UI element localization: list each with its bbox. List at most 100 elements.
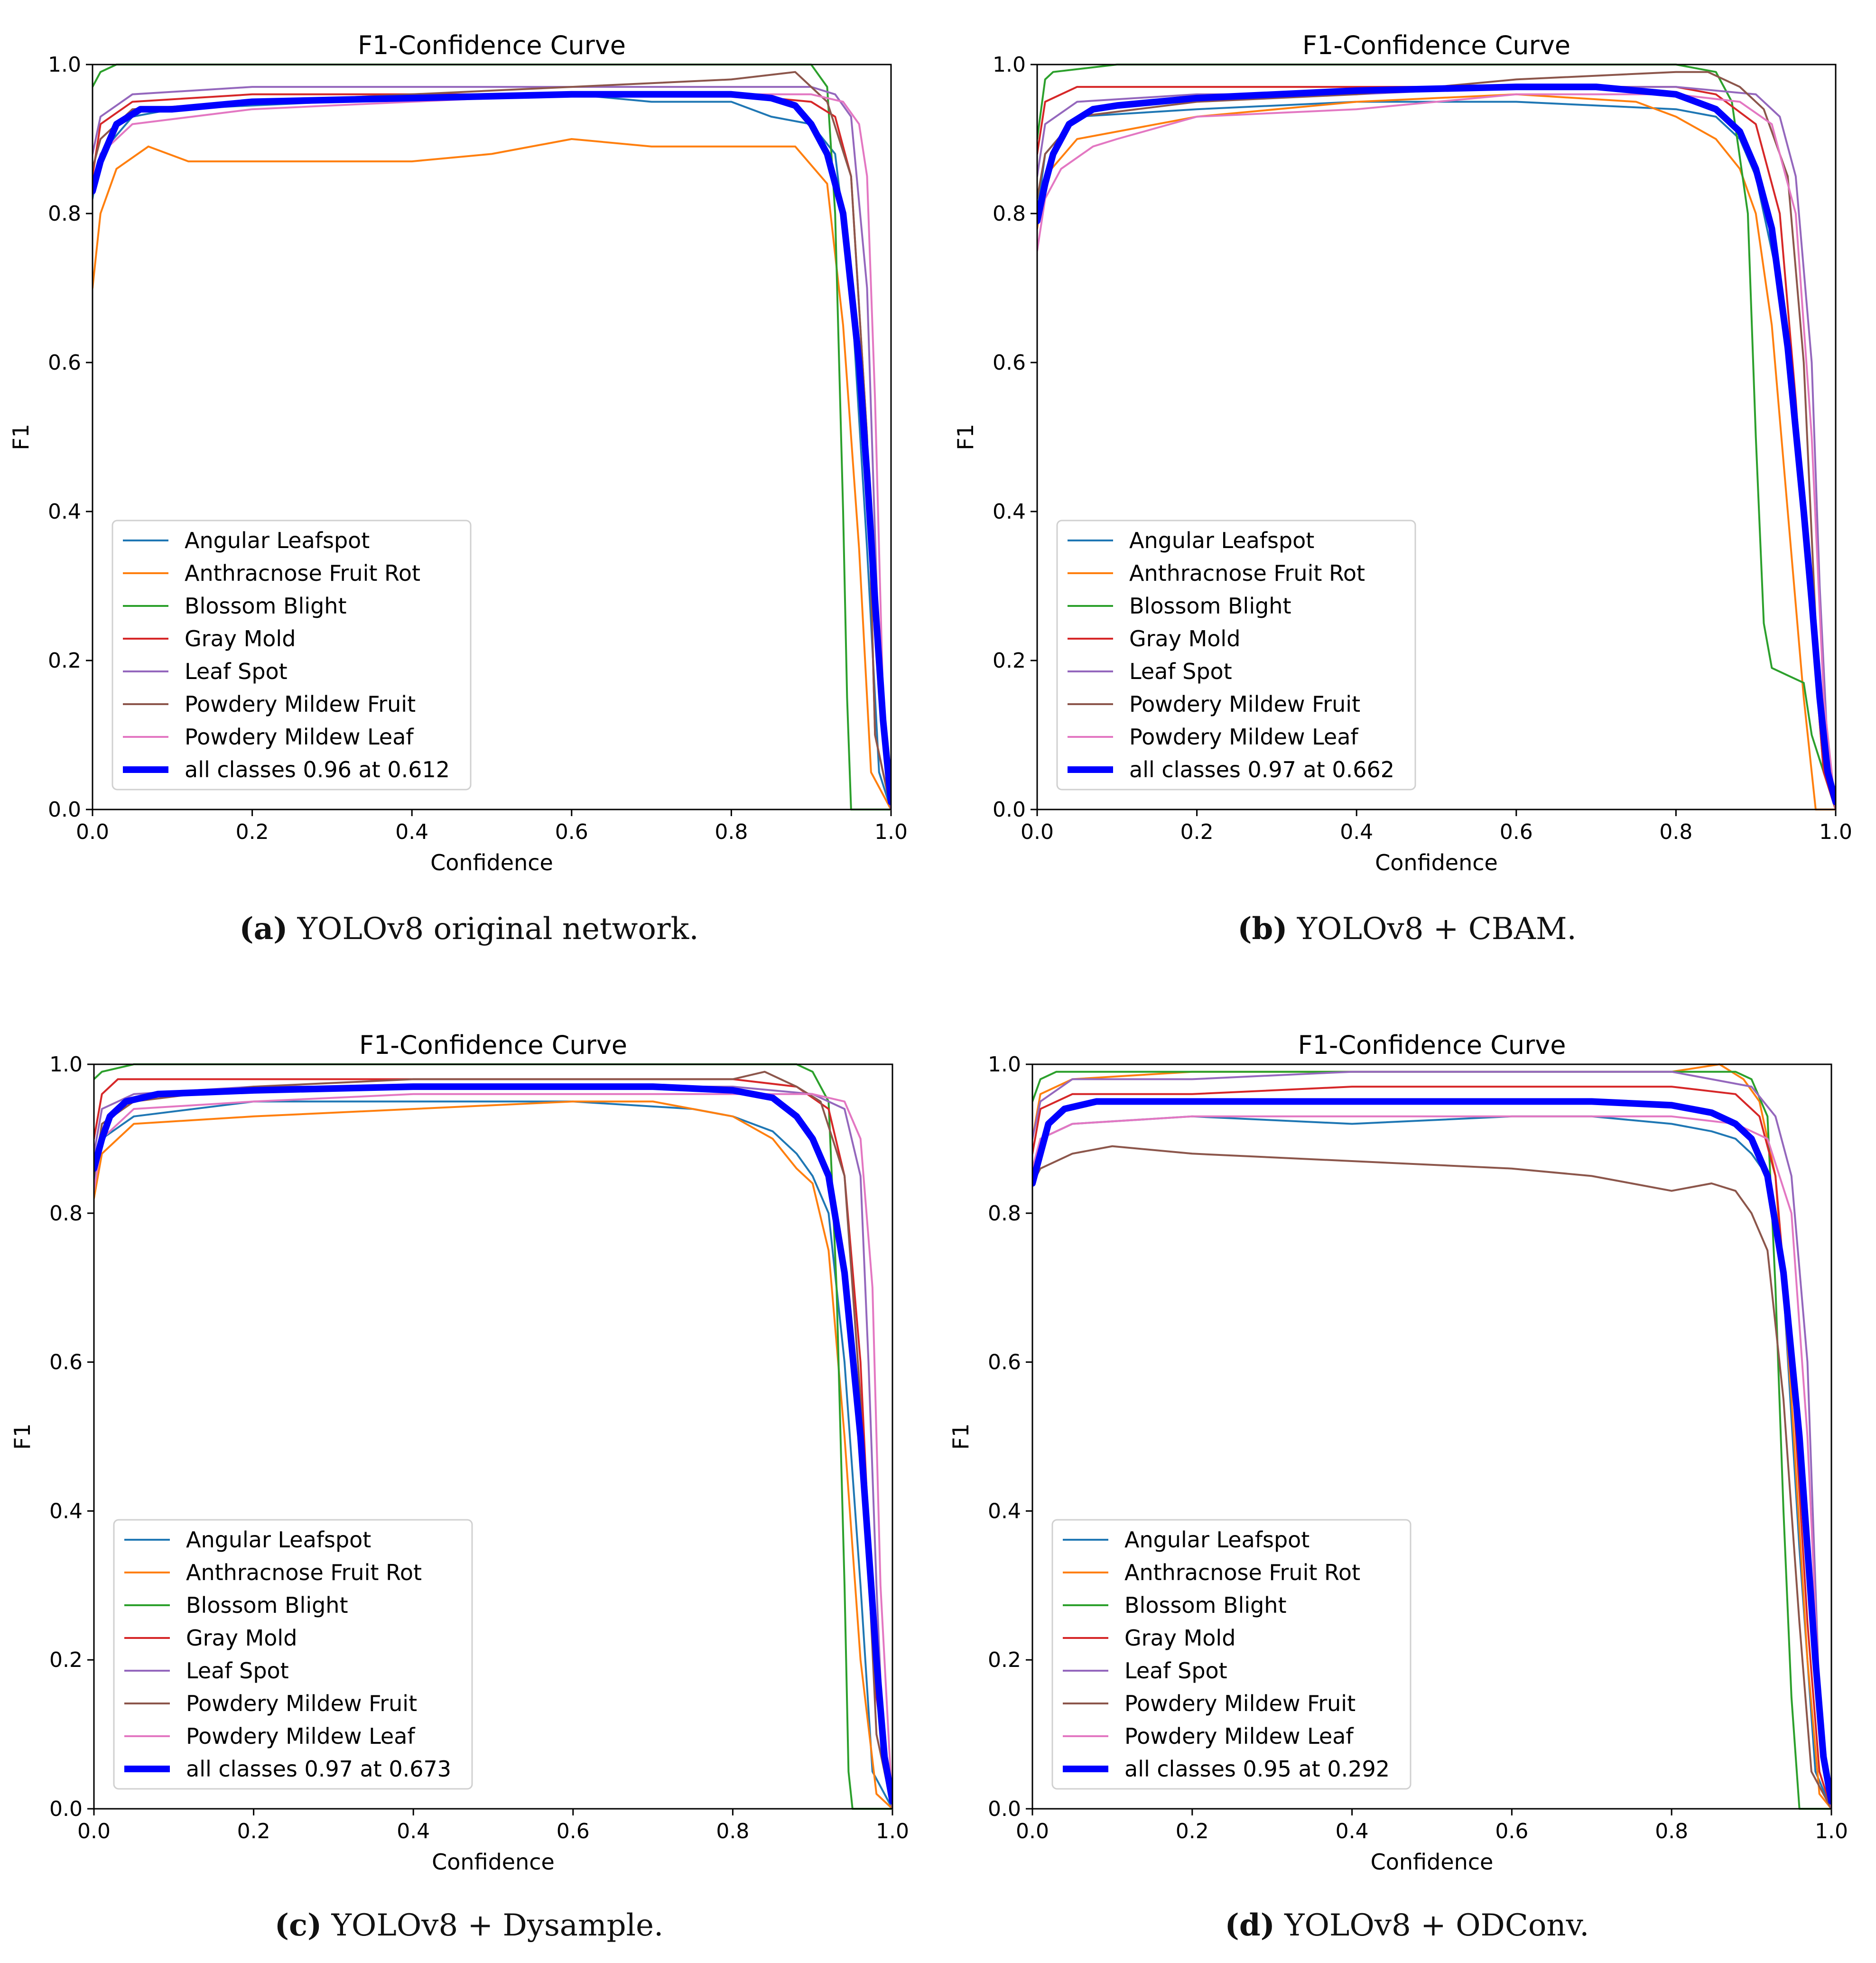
caption-d-letter: (d) (1225, 1907, 1275, 1943)
chart-c-legend-box (113, 1519, 473, 1790)
chart-a-legend-label-angular-leafspot: Angular Leafspot (185, 528, 370, 553)
chart-b-series-all-classes (1037, 84, 1836, 806)
chart-d-legend-label-anthracnose-fruit-rot: Anthracnose Fruit Rot (1124, 1560, 1360, 1585)
chart-b-legend-label-anthracnose-fruit-rot: Anthracnose Fruit Rot (1129, 560, 1365, 586)
chart-b-series-blossom-blight (1037, 64, 1836, 810)
chart-a-xtick-label: 0.2 (236, 820, 269, 844)
chart-a-xlabel: Confidence (430, 850, 553, 875)
chart-a: F1-Confidence Curve 0.0 0.2 0.4 0.6 0.8 1.0 0.0… (8, 30, 908, 875)
chart-b-ytick-label: 0.4 (993, 500, 1026, 524)
chart-c-xtick-label: 0.0 (77, 1819, 111, 1843)
chart-a-series-powdery-mildew-leaf (93, 93, 891, 810)
chart-c-ytick-label: 0.8 (49, 1201, 83, 1226)
chart-b: F1-Confidence Curve 0.0 0.2 0.4 0.6 0.8 1.0 0.0… (953, 30, 1852, 875)
chart-b-xlabel: Confidence (1375, 850, 1498, 875)
chart-a-title: F1-Confidence Curve (358, 30, 626, 60)
chart-d-legend-box (1051, 1519, 1412, 1790)
chart-a-frame (92, 64, 892, 810)
chart-a-ytick-label: 0.8 (48, 202, 81, 226)
chart-d-xtick-label: 0.4 (1336, 1819, 1369, 1843)
chart-c-legend-label-gray-mold: Gray Mold (186, 1625, 297, 1651)
chart-b-xtick-label: 0.2 (1180, 820, 1214, 844)
chart-c-xtick-label: 1.0 (876, 1819, 909, 1843)
chart-a-legend-label-all-classes: all classes 0.96 at 0.612 (185, 757, 450, 782)
chart-d-xlabel: Confidence (1371, 1849, 1494, 1875)
chart-c-xtick-label: 0.6 (557, 1819, 590, 1843)
chart-b-ytick-label: 0.2 (993, 649, 1026, 673)
chart-c-ytick-label: 0.6 (49, 1350, 83, 1375)
chart-b-xtick-label: 0.6 (1500, 820, 1533, 844)
caption-b: (b) YOLOv8 + CBAM. (938, 911, 1876, 947)
chart-c-ytick-label: 0.0 (49, 1797, 83, 1821)
chart-a-series-all-classes (93, 91, 891, 806)
chart-a-ytick-label: 0.0 (48, 798, 81, 822)
chart-c-legend-label-angular-leafspot: Angular Leafspot (186, 1527, 371, 1553)
chart-d-title: F1-Confidence Curve (1298, 1030, 1566, 1060)
chart-c-ytick-label: 1.0 (49, 1052, 83, 1077)
chart-b-ytick-label: 0.6 (993, 351, 1026, 375)
chart-d-legend-label-all-classes: all classes 0.95 at 0.292 (1124, 1756, 1390, 1782)
chart-b-xtick-label: 0.8 (1659, 820, 1692, 844)
chart-b-series-leaf-spot (1037, 86, 1836, 810)
chart-d-ytick-label: 0.4 (988, 1499, 1021, 1523)
chart-b-xtick-label: 0.4 (1340, 820, 1373, 844)
chart-d-xtick-label: 0.0 (1016, 1819, 1049, 1843)
chart-d-lines (1032, 1063, 1831, 1810)
chart-a-ylabel: F1 (8, 424, 34, 450)
caption-c-text: YOLOv8 + Dysample. (331, 1908, 664, 1943)
chart-a-series-leaf-spot (93, 86, 891, 810)
chart-b-legend-label-angular-leafspot: Angular Leafspot (1129, 528, 1314, 553)
chart-b-legend-label-gray-mold: Gray Mold (1129, 626, 1240, 651)
caption-d: (d) YOLOv8 + ODConv. (938, 1907, 1876, 1943)
chart-d-ytick-label: 0.8 (988, 1201, 1021, 1226)
chart-c-legend-label-anthracnose-fruit-rot: Anthracnose Fruit Rot (186, 1560, 422, 1585)
chart-a-xtick-label: 0.4 (395, 820, 428, 844)
chart-a-legend-label-powdery-mildew-leaf: Powdery Mildew Leaf (185, 724, 414, 750)
chart-d-legend-label-gray-mold: Gray Mold (1124, 1625, 1235, 1651)
chart-a-ytick-label: 0.4 (48, 500, 81, 524)
chart-d-xtick-label: 0.8 (1655, 1819, 1688, 1843)
chart-a-ytick-label: 1.0 (48, 53, 81, 77)
chart-a-legend-label-anthracnose-fruit-rot: Anthracnose Fruit Rot (185, 560, 420, 586)
chart-b-legend-label-blossom-blight: Blossom Blight (1129, 593, 1291, 619)
chart-b-title: F1-Confidence Curve (1302, 30, 1570, 60)
chart-b-legend-label-leaf-spot: Leaf Spot (1129, 659, 1232, 684)
chart-c-series-angular-leafspot (94, 1100, 892, 1810)
caption-b-letter: (b) (1237, 911, 1288, 947)
chart-d-ytick-label: 0.0 (988, 1797, 1021, 1821)
chart-d-xtick-label: 1.0 (1815, 1819, 1848, 1843)
chart-c-legend-label-powdery-mildew-leaf: Powdery Mildew Leaf (186, 1723, 416, 1749)
chart-b-legend-box (1056, 520, 1416, 791)
chart-a-lines (93, 64, 891, 810)
chart-a-series-angular-leafspot (93, 93, 891, 810)
chart-c-lines (94, 1063, 892, 1810)
chart-d-legend-label-powdery-mildew-fruit: Powdery Mildew Fruit (1124, 1691, 1356, 1716)
chart-b-ytick-label: 0.8 (993, 202, 1026, 226)
chart-c-legend-label-all-classes: all classes 0.97 at 0.673 (186, 1756, 451, 1782)
chart-a-ytick-label: 0.6 (48, 351, 81, 375)
chart-c-series-anthracnose-fruit-rot (94, 1100, 892, 1810)
chart-b-series-powdery-mildew-leaf (1037, 93, 1836, 810)
chart-c-series-powdery-mildew-leaf (94, 1093, 892, 1810)
chart-b-frame (1036, 64, 1837, 810)
chart-d-series-blossom-blight (1032, 1070, 1831, 1810)
chart-d-series-gray-mold (1032, 1086, 1831, 1810)
chart-c-ytick-label: 0.2 (49, 1648, 83, 1672)
chart-c-series-powdery-mildew-fruit (94, 1070, 892, 1810)
chart-d-legend-label-angular-leafspot: Angular Leafspot (1124, 1527, 1309, 1553)
chart-d-ytick-label: 1.0 (988, 1052, 1021, 1077)
chart-a-xtick-label: 0.0 (76, 820, 109, 844)
chart-c-ytick-label: 0.4 (49, 1499, 83, 1523)
caption-d-text: YOLOv8 + ODConv. (1284, 1908, 1589, 1943)
chart-c-series-all-classes (94, 1083, 892, 1805)
chart-b-ytick-label: 0.0 (993, 798, 1026, 822)
chart-c-xlabel: Confidence (432, 1849, 555, 1875)
chart-c-legend-label-blossom-blight: Blossom Blight (186, 1592, 348, 1618)
chart-d-ylabel: F1 (948, 1423, 974, 1450)
chart-b-ytick-label: 1.0 (993, 53, 1026, 77)
chart-d-legend-label-blossom-blight: Blossom Blight (1124, 1592, 1287, 1618)
chart-d-ytick-label: 0.6 (988, 1350, 1021, 1375)
chart-d-xtick-label: 0.6 (1495, 1819, 1528, 1843)
chart-a-xtick-label: 0.8 (715, 820, 748, 844)
